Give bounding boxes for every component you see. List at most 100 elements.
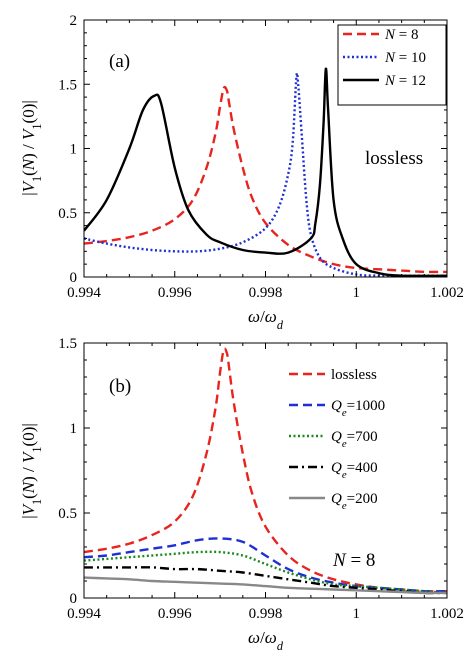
label-segment: N <box>19 480 38 494</box>
y-tick-label: 0 <box>70 270 78 286</box>
series-group <box>84 347 447 595</box>
label-segment: / <box>260 307 265 326</box>
label-segment: l <box>331 367 335 383</box>
series-line-4 <box>84 576 447 595</box>
legend-label-0: lossless <box>331 367 377 383</box>
label-segment: | <box>19 100 38 103</box>
series-line-0 <box>84 85 447 274</box>
label-segment: 7 <box>355 429 363 445</box>
label-segment: 8 <box>366 550 376 571</box>
label-segment: N <box>384 73 396 89</box>
label-segment: ( <box>19 117 38 123</box>
label-segment: V <box>19 502 38 515</box>
label-segment: / <box>19 144 38 149</box>
label-segment: 0 <box>370 398 378 414</box>
y-axis-label-group: |V1(N) / V1(0)| <box>19 100 44 196</box>
series-line-2 <box>84 550 447 595</box>
y-tick-label: 1 <box>70 421 78 437</box>
chart-panel-a: 0.994 0.996 0.998 1 1.00200.511.52ω/ωd|V1(N)… <box>19 13 464 332</box>
x-tick-label: 1 <box>353 285 361 301</box>
legend-label-1: N = 10 <box>384 50 426 66</box>
label-segment: 0 <box>363 429 371 445</box>
x-axis-label: ω/ωd <box>248 628 284 653</box>
label-segment: o <box>370 148 380 169</box>
panel-annotation: lossless <box>365 148 423 169</box>
label-segment: s <box>387 148 394 169</box>
label-segment: | <box>19 192 38 195</box>
label-segment: 0 <box>363 460 371 476</box>
x-tick-label: 1.002 <box>430 606 464 622</box>
y-axis-label: |V1(N) / V1(0)| <box>19 423 44 519</box>
series-line-1 <box>84 71 447 277</box>
label-segment: ( <box>19 170 38 176</box>
label-segment: N <box>384 27 396 43</box>
label-segment: 1 <box>30 446 44 452</box>
series-line-0 <box>84 347 447 593</box>
label-segment: l <box>354 367 358 383</box>
label-segment: s <box>408 148 415 169</box>
y-tick-label: 1.5 <box>58 77 77 93</box>
label-segment: = <box>347 491 355 507</box>
chart-panel-b: 0.994 0.996 0.998 1 1.00200.511.5ω/ωd|V1(N) … <box>19 336 464 653</box>
label-segment: l <box>365 148 370 169</box>
label-segment: 1 <box>30 123 44 129</box>
label-segment: | <box>19 515 38 518</box>
label-segment: l <box>395 148 400 169</box>
label-segment: 2 <box>418 73 426 89</box>
label-segment: e <box>342 500 347 512</box>
series-line-3 <box>84 566 447 595</box>
label-segment: ω <box>265 307 277 326</box>
panel-label: (a) <box>109 51 130 72</box>
label-segment: d <box>277 639 284 653</box>
label-segment: 1 <box>30 176 44 182</box>
label-segment: / <box>19 467 38 472</box>
label-segment: = <box>347 460 355 476</box>
label-segment: d <box>277 318 284 332</box>
label-segment: e <box>400 148 408 169</box>
series-group <box>84 67 447 277</box>
label-segment: e <box>342 438 347 450</box>
label-segment: N <box>332 550 347 571</box>
label-segment: = <box>399 50 407 66</box>
label-segment: 1 <box>411 73 419 89</box>
label-segment: V <box>19 450 38 463</box>
y-tick-label: 0.5 <box>58 506 77 522</box>
x-tick-label: 0.996 <box>158 285 192 301</box>
series-line-2 <box>84 67 447 277</box>
legend-label-2: Qe=700 <box>331 429 378 450</box>
y-axis-label-group: |V1(N) / V1(0)| <box>19 423 44 519</box>
legend-label-0: N = 8 <box>384 27 418 43</box>
legend-label-2: N = 12 <box>384 73 426 89</box>
label-segment: Q <box>331 491 342 507</box>
label-segment: ω <box>265 628 277 647</box>
label-segment: = <box>399 73 407 89</box>
label-segment: ( <box>19 493 38 499</box>
legend: N = 8N = 10N = 12 <box>337 24 447 106</box>
label-segment: s <box>343 367 349 383</box>
x-tick-label: 1 <box>353 606 361 622</box>
legend-label-4: Qe=200 <box>331 491 378 512</box>
label-segment: 1 <box>355 398 363 414</box>
label-segment: Q <box>331 460 342 476</box>
label-segment: e <box>359 367 366 383</box>
label-segment: ( <box>19 440 38 446</box>
label-segment: 8 <box>411 27 419 43</box>
series-line-1 <box>84 537 447 593</box>
label-segment: = <box>350 550 361 571</box>
label-segment: Q <box>331 398 342 414</box>
label-segment: N <box>384 50 396 66</box>
label-segment: N <box>19 157 38 171</box>
label-segment: V <box>19 179 38 192</box>
label-segment: 0 <box>418 50 426 66</box>
label-segment: s <box>416 148 423 169</box>
y-tick-label: 0.5 <box>58 206 77 222</box>
y-tick-label: 1.5 <box>58 336 77 352</box>
x-tick-label: 0.994 <box>67 285 101 301</box>
label-segment: 1 <box>411 50 419 66</box>
x-tick-label: 0.998 <box>249 285 283 301</box>
label-segment: s <box>371 367 377 383</box>
label-segment: 0 <box>378 398 386 414</box>
panel-label: (b) <box>109 376 131 397</box>
label-segment: ) <box>19 104 38 110</box>
label-segment: s <box>365 367 371 383</box>
